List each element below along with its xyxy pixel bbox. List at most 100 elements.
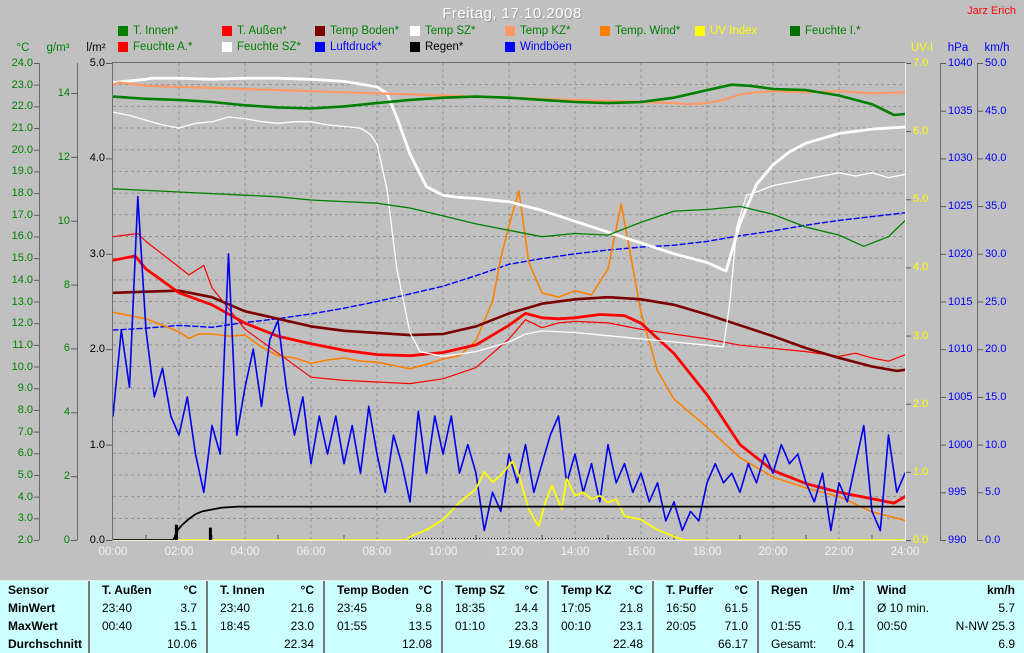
legend-swatch-luftdruck [315, 41, 325, 52]
axis-tick-label-hpa: 1005 [948, 390, 973, 403]
sensor-unit: l/m² [832, 583, 854, 597]
max-time: 20:05 [666, 619, 697, 633]
author-label: Jarz Erich [967, 5, 1016, 17]
axis-tick-label-temp-c: 7.0 [17, 425, 33, 438]
stats-row-label: MinWert [8, 601, 56, 615]
min-time: 17:05 [561, 601, 592, 615]
stats-column-temp-boden: Temp Boden °C 23:45 9.8 01:55 13.5 12.08 [323, 581, 441, 653]
axis-tick-label-uv: 1.0 [913, 465, 929, 478]
x-axis-label: 04:00 [230, 546, 260, 558]
legend-swatch-t-innen [118, 25, 128, 36]
stats-cell-row: 12.08 [325, 635, 441, 653]
min-time: 16:50 [666, 601, 697, 615]
sensor-unit: °C [183, 583, 197, 597]
legend-label: Temp SZ* [425, 24, 476, 37]
legend-swatch-temp-kz [505, 25, 515, 36]
sensor-name: T. Innen [220, 583, 265, 597]
legend-item-windboeen[interactable]: Windböen [505, 40, 572, 53]
sensor-unit: °C [734, 583, 748, 597]
legend-item-uv-index[interactable]: UV Index [695, 24, 757, 37]
axis-tick-label-temp-c: 19.0 [11, 165, 33, 178]
min-value: 5.7 [998, 601, 1015, 615]
axis-tick-label-temp-c: 22.0 [11, 100, 33, 113]
stats-column-temp-sz: Temp SZ °C 18:35 14.4 01:10 23.3 19.68 [441, 581, 547, 653]
axis-tick-label-temp-c: 14.0 [11, 273, 33, 286]
legend-swatch-temp-sz [410, 25, 420, 36]
x-axis-label: 24:00 [890, 546, 920, 558]
legend-item-luftdruck[interactable]: Luftdruck* [315, 40, 382, 53]
legend-swatch-uv-index [695, 25, 705, 36]
avg-value: 19.68 [507, 637, 538, 651]
legend-item-temp-sz[interactable]: Temp SZ* [410, 24, 476, 37]
legend-item-temp-kz[interactable]: Temp KZ* [505, 24, 571, 37]
min-value: 14.4 [514, 601, 538, 615]
x-axis-label: 08:00 [362, 546, 392, 558]
axis-tick-label-hpa: 1015 [948, 295, 973, 308]
axis-tick-label-temp-c: 23.0 [11, 78, 33, 91]
legend-item-t-innen[interactable]: T. Innen* [118, 24, 178, 37]
legend-swatch-feuchte-i [790, 25, 800, 36]
sensor-name: Regen [771, 583, 808, 597]
legend-swatch-feuchte-sz [222, 41, 232, 52]
x-axis-label: 10:00 [428, 546, 458, 558]
axis-tick-label-gm3: 6 [63, 342, 70, 355]
sensor-unit: °C [300, 583, 314, 597]
x-axis-label: 16:00 [626, 546, 656, 558]
axis-header-gm3: g/m³ [46, 42, 70, 54]
axis-tick-label-temp-c: 4.0 [17, 490, 33, 503]
axis-tick-label-kmh: 35.0 [985, 200, 1007, 213]
x-axis-label: 12:00 [494, 546, 524, 558]
stats-row-label: MaxWert [8, 619, 58, 633]
min-value: 9.8 [415, 601, 432, 615]
legend-label: Temp. Wind* [615, 24, 681, 37]
legend-item-temp-wind[interactable]: Temp. Wind* [600, 24, 680, 37]
x-axis-label: 22:00 [824, 546, 854, 558]
axis-tick-label-lm2: 3.0 [89, 247, 105, 260]
stats-cell-row: 00:10 23.1 [549, 617, 652, 635]
legend-label: T. Innen* [133, 24, 179, 37]
axis-tick-label-uv: 5.0 [913, 193, 929, 206]
stats-cell-row: Temp SZ °C [443, 581, 547, 599]
stats-column-regen: Regen l/m² 01:55 0.1 Gesamt: 0.4 [757, 581, 863, 653]
legend-label: Feuchte I.* [805, 24, 861, 37]
stats-cell-row: 20:05 71.0 [654, 617, 757, 635]
page-title: Freitag, 17.10.2008 [442, 5, 582, 22]
axis-tick-label-uv: 4.0 [913, 261, 929, 274]
axis-tick-label-temp-c: 20.0 [11, 143, 33, 156]
legend-swatch-t-aussen [222, 25, 232, 36]
stats-column-temp-kz: Temp KZ °C 17:05 21.8 00:10 23.1 22.48 [547, 581, 652, 653]
x-axis-label: 00:00 [98, 546, 128, 558]
legend-item-feuchte-i[interactable]: Feuchte I.* [790, 24, 861, 37]
axis-tick-label-uv: 3.0 [913, 329, 929, 342]
stats-cell-row: 18:45 23.0 [208, 617, 323, 635]
stats-cell-row: 19.68 [443, 635, 547, 653]
legend-item-temp-boden[interactable]: Temp Boden* [315, 24, 399, 37]
legend-swatch-feuchte-a [118, 41, 128, 52]
axis-tick-label-gm3: 14 [57, 87, 70, 99]
axis-tick-label-kmh: 5.0 [985, 486, 1001, 499]
axis-tick-label-lm2: 4.0 [89, 152, 105, 165]
legend-item-feuchte-a[interactable]: Feuchte A.* [118, 40, 192, 53]
stats-cell-row: 6.9 [865, 635, 1024, 653]
stats-cell-row: 10.06 [90, 635, 206, 653]
axis-tick-label-lm2: 5.0 [89, 57, 105, 69]
sensor-name: Temp KZ [561, 583, 612, 597]
rain-bar [208, 527, 212, 540]
legend-item-t-aussen[interactable]: T. Außen* [222, 24, 287, 37]
axis-tick-label-uv: 0.0 [913, 534, 929, 546]
stats-cell-row: Ø 10 min. 5.7 [865, 599, 1024, 617]
legend-item-regen[interactable]: Regen* [410, 40, 463, 53]
axis-tick-label-hpa: 1010 [948, 343, 973, 356]
x-axis-label: 20:00 [758, 546, 788, 558]
axis-tick-label-gm3: 2 [63, 470, 70, 483]
max-time: 00:10 [561, 619, 592, 633]
legend-item-feuchte-sz[interactable]: Feuchte SZ* [222, 40, 301, 53]
axis-tick-label-hpa: 1030 [948, 152, 973, 165]
axis-tick-label-temp-c: 10.0 [11, 360, 33, 373]
legend-label: Luftdruck* [330, 40, 382, 53]
axis-tick-label-temp-c: 5.0 [17, 468, 33, 481]
max-value: 13.5 [408, 619, 432, 633]
max-time: 01:55 [771, 619, 802, 633]
axis-header-hpa: hPa [947, 42, 969, 54]
